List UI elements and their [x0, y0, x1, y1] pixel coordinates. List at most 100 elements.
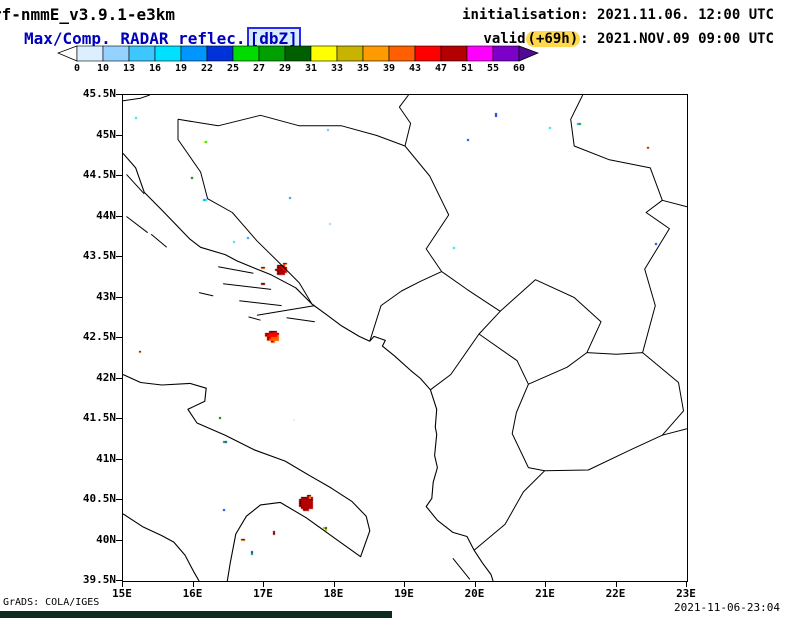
lat-axis-label: 43N: [96, 289, 116, 303]
border-path: [398, 95, 412, 147]
border-path: [478, 279, 602, 385]
island-path: [239, 300, 282, 307]
colorbar-label: 22: [200, 63, 214, 74]
lat-tick: [116, 134, 122, 136]
lat-axis-label: 41.5N: [82, 411, 116, 424]
border-path: [177, 119, 313, 305]
colorbar-label: 0: [73, 63, 81, 74]
border-path: [473, 384, 546, 551]
colorbar-label: 25: [226, 63, 240, 74]
colorbar-label: 29: [278, 63, 292, 74]
bottom-bar: [0, 611, 392, 618]
border-path: [430, 271, 501, 391]
lat-axis-label: 41N: [96, 451, 116, 465]
colorbar-label: 51: [460, 63, 474, 74]
lon-axis-label: 20E: [464, 587, 485, 600]
colorbar-label: 60: [512, 63, 526, 74]
lat-axis-label: 42.5N: [82, 330, 116, 343]
lat-tick: [116, 256, 122, 257]
reflectivity-field: [123, 95, 687, 581]
coastlines-borders-overlay: [123, 95, 687, 581]
valid-prefix: valid: [483, 31, 526, 47]
lat-axis-label: 40N: [96, 532, 116, 546]
product-title: Max/Comp. RADAR reflec. [dbZ]: [24, 27, 301, 50]
lat-axis-label: 39.5N: [82, 573, 116, 586]
border-path: [544, 352, 684, 472]
model-name: rf-nmmE_v3.9.1-e3km: [0, 5, 176, 24]
colorbar-label: 27: [252, 63, 266, 74]
lon-axis-label: 16E: [182, 587, 203, 600]
coastline-path: [123, 513, 200, 581]
colorbar-label: 31: [304, 63, 318, 74]
lat-tick: [116, 458, 122, 460]
lat-tick: [116, 337, 122, 338]
border-path: [369, 145, 450, 342]
product-name: Max/Comp. RADAR reflec.: [24, 29, 246, 48]
lon-tick: [615, 582, 617, 587]
border-path: [177, 114, 406, 147]
valid-offset-highlight: (+69h): [525, 31, 581, 47]
lat-tick: [116, 377, 122, 379]
lat-tick: [116, 418, 122, 419]
island-path: [126, 174, 145, 195]
lat-axis-label: 43.5N: [82, 249, 116, 262]
valid-time: : 2021.NOV.09 09:00 UTC: [580, 31, 774, 47]
lat-tick: [116, 499, 122, 500]
creation-timestamp: 2021-11-06-23:04: [674, 601, 780, 614]
colorbar-label: 19: [174, 63, 188, 74]
island-path: [286, 317, 315, 323]
lat-axis-label: 45N: [96, 127, 116, 141]
lon-tick: [333, 582, 335, 587]
colorbar-label: 16: [148, 63, 162, 74]
grads-credit: GrADS: COLA/IGES: [3, 597, 100, 608]
lat-axis-label: 44.5N: [82, 168, 116, 181]
lon-axis-label: 17E: [253, 587, 273, 600]
lon-tick: [263, 582, 264, 587]
lon-axis-label: 19E: [394, 587, 414, 600]
lon-axis-label: 23E: [676, 587, 696, 600]
lat-tick: [116, 296, 122, 298]
island-path: [452, 557, 471, 580]
border-path: [570, 95, 663, 201]
lat-axis-label: 45.5N: [82, 87, 116, 100]
lon-tick: [686, 582, 687, 587]
lat-axis-label: 40.5N: [82, 492, 116, 505]
lat-tick: [116, 94, 122, 95]
border-path: [123, 95, 150, 102]
lon-tick: [122, 582, 123, 587]
island-path: [218, 266, 254, 274]
colorbar-label: 39: [382, 63, 396, 74]
lat-tick: [116, 175, 122, 176]
lat-tick: [116, 580, 122, 581]
unit-badge: [dbZ]: [246, 27, 301, 50]
colorbar: 0 10 13 16 19 22 25 27 29 31 33 35 39 43 47 51 55 60: [57, 45, 557, 79]
lon-axis-label: 21E: [535, 587, 555, 600]
lon-axis-label: 15E: [112, 587, 132, 600]
lon-tick: [192, 582, 194, 587]
valid-time-label: valid (+69h): 2021.NOV.09 09:00 UTC: [483, 31, 774, 47]
lat-tick: [116, 539, 122, 541]
coastline-path: [123, 373, 371, 581]
island-path: [150, 233, 168, 248]
border-path: [642, 199, 687, 353]
island-path: [126, 216, 149, 234]
colorbar-scale: [57, 45, 539, 62]
colorbar-label: 47: [434, 63, 448, 74]
island-path: [248, 316, 261, 321]
colorbar-label: 33: [330, 63, 344, 74]
colorbar-label: 55: [486, 63, 500, 74]
colorbar-label: 43: [408, 63, 422, 74]
coastline-path: [123, 152, 494, 581]
lon-tick: [404, 582, 405, 587]
island-path: [223, 283, 272, 290]
colorbar-label: 10: [96, 63, 110, 74]
map-frame: [122, 94, 688, 582]
lon-tick: [545, 582, 546, 587]
colorbar-label: 13: [122, 63, 136, 74]
lon-axis-label: 22E: [605, 587, 626, 600]
lon-tick: [474, 582, 476, 587]
border-path: [662, 428, 687, 436]
island-path: [198, 292, 214, 297]
init-time-label: initialisation: 2021.11.06. 12:00 UTC: [462, 7, 774, 23]
